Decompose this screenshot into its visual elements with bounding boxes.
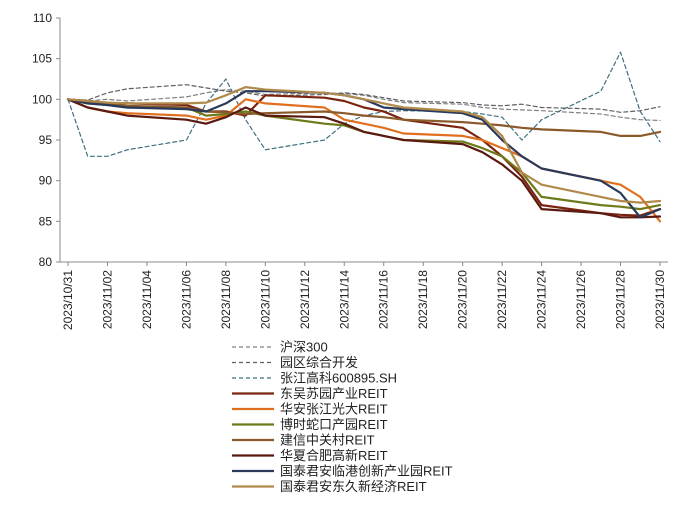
x-tick-label: 2023/11/22 xyxy=(495,270,509,329)
series-line-8 xyxy=(66,98,662,219)
x-tick-label: 2023/11/20 xyxy=(456,270,470,329)
x-tick-label: 2023/11/30 xyxy=(653,270,667,329)
series-line-9 xyxy=(66,90,662,219)
x-tick-label: 2023/11/14 xyxy=(337,270,351,329)
legend: 沪深300园区综合开发张江高科600895.SH东吴苏园产业REIT华安张江光大… xyxy=(232,340,453,494)
x-tick-label: 2023/11/08 xyxy=(219,270,233,329)
x-tick-label: 2023/11/26 xyxy=(574,270,588,329)
x-tick-label: 2023/11/28 xyxy=(614,270,628,329)
y-axis: 80 85 90 95 100 105 110 xyxy=(32,11,61,269)
series-line-1 xyxy=(67,88,661,122)
x-tick-label: 2023/11/16 xyxy=(377,270,391,329)
legend-label-8: 华夏合肥高新REIT xyxy=(280,448,388,463)
legend-label-5: 华安张江光大REIT xyxy=(280,402,388,417)
x-tick-label: 2023/11/24 xyxy=(535,270,549,329)
x-tick-label: 2023/11/18 xyxy=(416,270,430,329)
x-tick-label: 2023/11/04 xyxy=(140,270,154,329)
legend-label-6: 博时蛇口产园REIT xyxy=(280,417,388,432)
legend-label-9: 国泰君安临港创新产业园REIT xyxy=(280,464,453,479)
x-tick-label: 2023/11/02 xyxy=(100,270,114,329)
legend-label-10: 国泰君安东久新经济REIT xyxy=(280,479,427,494)
x-tick-label: 2023/10/31 xyxy=(61,270,75,330)
y-tick-label: 95 xyxy=(39,133,53,147)
series-line-7 xyxy=(66,98,662,137)
series-line-2 xyxy=(67,84,661,113)
legend-label-1: 沪深300 xyxy=(280,340,328,355)
legend-label-7: 建信中关村REIT xyxy=(280,433,375,448)
y-tick-label: 110 xyxy=(33,11,52,25)
x-tick-label: 2023/11/06 xyxy=(179,270,193,329)
x-tick-label: 2023/11/12 xyxy=(298,270,312,329)
x-axis: 2023/10/31 2023/11/02 2023/11/04 2023/11/06… xyxy=(60,261,668,330)
series-line-10 xyxy=(66,85,662,204)
x-tick-label: 2023/11/10 xyxy=(258,270,272,329)
legend-label-4: 东吴苏园产业REIT xyxy=(280,386,388,401)
legend-label-2: 园区综合开发 xyxy=(280,355,358,370)
y-tick-label: 90 xyxy=(39,174,53,188)
series-lines xyxy=(66,51,662,223)
y-tick-label: 85 xyxy=(39,214,53,228)
y-tick-label: 100 xyxy=(32,92,52,106)
y-tick-label: 105 xyxy=(32,52,52,66)
y-tick-label: 80 xyxy=(39,255,53,269)
legend-label-3: 张江高科600895.SH xyxy=(280,371,397,386)
